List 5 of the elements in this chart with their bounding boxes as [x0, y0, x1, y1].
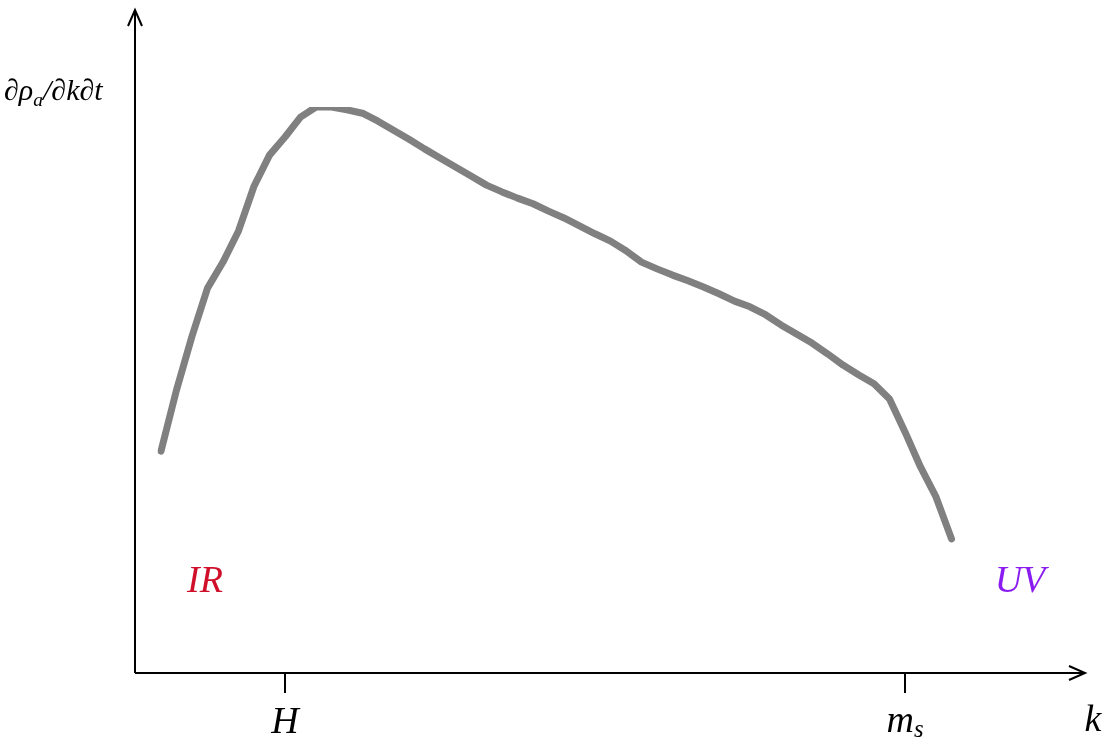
x-tick-label: m$_{s}$	[886, 698, 924, 745]
annotation: IR	[187, 558, 223, 603]
x-axis-title: k	[1084, 697, 1102, 742]
x-tick-label: H	[271, 699, 299, 744]
y-axis-title: ∂ρ$_{a}$/∂k∂t	[4, 72, 103, 112]
